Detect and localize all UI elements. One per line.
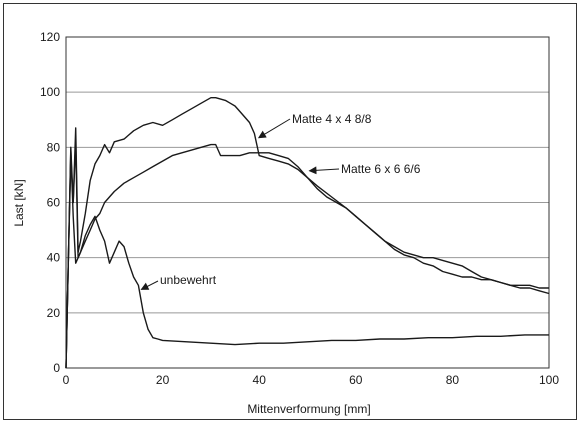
grid [66, 91, 549, 314]
annotation-arrow [257, 118, 291, 139]
series-line-0 [65, 96, 550, 369]
annotation-arrow [308, 166, 340, 175]
x-tick-label: 60 [349, 373, 363, 387]
y-tick-label: 100 [40, 85, 60, 99]
x-tick-label: 100 [539, 373, 559, 387]
y-axis-ticks: 0 20 40 60 80 100 120 [40, 30, 60, 375]
y-tick-label: 20 [47, 306, 61, 320]
x-axis-title: Mittenverformung [mm] [247, 402, 370, 416]
x-tick-label: 20 [156, 373, 170, 387]
y-tick-label: 40 [47, 251, 61, 265]
x-axis-ticks: 0 20 40 60 80 100 [63, 373, 560, 387]
y-tick-label: 80 [47, 140, 61, 154]
annotation-arrow [140, 280, 159, 290]
series-lines [65, 96, 550, 369]
x-tick-label: 80 [446, 373, 460, 387]
y-tick-label: 0 [53, 361, 60, 375]
y-tick-label: 60 [47, 196, 61, 210]
y-axis-title: Last [kN] [12, 179, 26, 226]
y-tick-label: 120 [40, 30, 60, 44]
series-annotations: Matte 4 x 4 8/8 Matte 6 x 6 6/6 unbewehrt [140, 112, 421, 290]
annotation-label: Matte 4 x 4 8/8 [292, 112, 372, 126]
annotation-label: unbewehrt [160, 273, 217, 287]
chart-outer-frame [3, 3, 577, 420]
plot-area-frame [65, 36, 550, 369]
series-line-2 [65, 149, 549, 369]
annotation-label: Matte 6 x 6 6/6 [341, 162, 421, 176]
x-tick-label: 40 [253, 373, 267, 387]
series-line-1 [65, 141, 549, 369]
x-tick-label: 0 [63, 373, 70, 387]
